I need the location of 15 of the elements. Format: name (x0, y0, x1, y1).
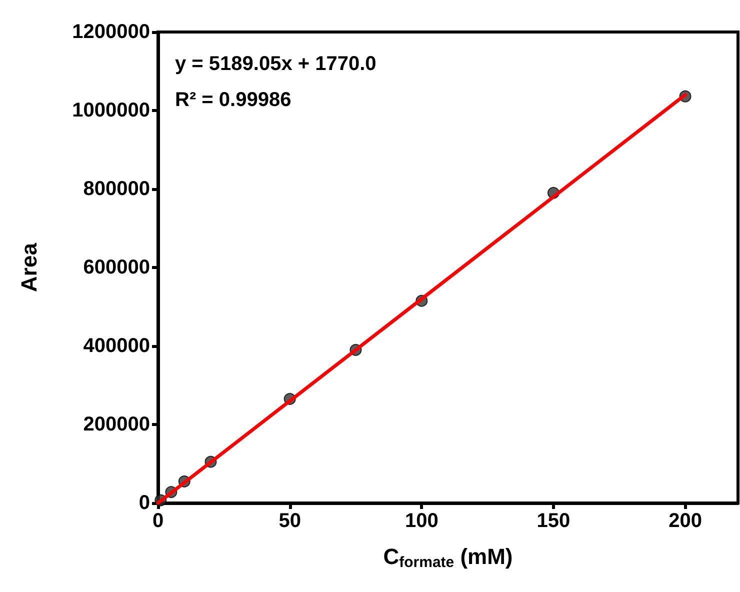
y-tick-label: 0 (138, 492, 150, 514)
y-axis-title: Area (16, 242, 42, 292)
y-tick-label: 800000 (83, 178, 150, 200)
y-tick-label: 1200000 (72, 21, 150, 43)
annotation: y = 5189.05x + 1770.0 (175, 53, 376, 75)
x-tick-label: 200 (668, 510, 702, 532)
x-tick-label: 0 (152, 510, 164, 532)
y-tick-label: 200000 (83, 414, 150, 436)
y-tick-label: 1000000 (72, 100, 150, 122)
x-tick-label: 50 (278, 510, 301, 532)
x-tick-label: 150 (536, 510, 570, 532)
y-tick-label: 600000 (83, 256, 150, 278)
y-tick-label: 400000 (83, 335, 150, 357)
annotation: R² = 0.99986 (175, 89, 292, 111)
x-tick-label: 100 (404, 510, 438, 532)
